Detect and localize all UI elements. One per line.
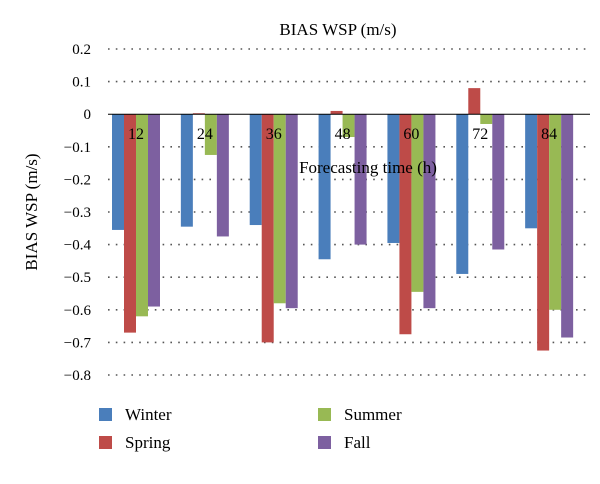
x-tick-labels: 12 24 36 48 60 72 84 (128, 126, 557, 143)
y-tick-label: −0.6 (64, 303, 92, 319)
y-tick-label: −0.3 (64, 205, 91, 221)
y-tick-label: 0.2 (72, 42, 91, 58)
x-tick-label: 60 (403, 126, 419, 143)
bar-winter-72 (456, 114, 469, 274)
bar-fall-36 (285, 114, 298, 309)
bar-fall-48 (354, 114, 367, 245)
bar-spring-12 (124, 114, 136, 333)
summer-legend-swatch (318, 408, 331, 421)
bar-summer-36 (273, 114, 286, 304)
y-tick-label: −0.1 (64, 140, 91, 156)
y-tick-label: −0.8 (64, 368, 91, 384)
y-tick-label: −0.5 (64, 270, 91, 286)
bar-winter-84 (525, 114, 538, 229)
bar-summer-84 (549, 114, 562, 310)
fall-legend-label: Fall (344, 433, 371, 452)
y-tick-label: −0.7 (64, 335, 92, 351)
chart-title: BIAS WSP (m/s) (279, 20, 396, 39)
y-tick-label: −0.4 (64, 238, 92, 254)
x-tick-label: 24 (197, 126, 213, 143)
winter-legend-swatch (99, 408, 112, 421)
bar-spring-60 (399, 114, 412, 335)
bar-fall-24 (216, 114, 229, 237)
x-tick-label: 84 (541, 126, 557, 143)
bar-summer-72 (480, 114, 493, 124)
bar-winter-48 (318, 114, 331, 260)
x-axis-label: Forecasting time (h) (299, 158, 437, 177)
bar-fall-84 (561, 114, 574, 338)
winter-legend-label: Winter (125, 405, 172, 424)
x-tick-label: 36 (266, 126, 282, 143)
bar-winter-36 (249, 114, 262, 226)
bar-winter-60 (387, 114, 400, 243)
legend: Winter Spring Summer Fall (99, 405, 402, 452)
bar-fall-12 (148, 114, 160, 307)
fall-legend-swatch (318, 436, 331, 449)
x-tick-label: 12 (128, 126, 144, 143)
bar-summer-48 (342, 114, 355, 138)
summer-legend-label: Summer (344, 405, 402, 424)
bar-summer-60 (411, 114, 424, 292)
y-axis-label: BIAS WSP (m/s) (22, 153, 41, 270)
bar-fall-72 (492, 114, 505, 250)
x-tick-label: 48 (335, 126, 351, 143)
bar-summer-24 (204, 114, 217, 155)
bar-spring-48 (330, 110, 343, 115)
x-tick-label: 72 (472, 126, 488, 143)
y-tick-label: −0.2 (64, 172, 91, 188)
y-tick-labels: 0.2 0.1 0 −0.1 −0.2 −0.3 −0.4 −0.5 −0.6 −0.7 −0.8 (64, 42, 92, 384)
gridlines (108, 48, 590, 376)
bars-group (112, 88, 574, 351)
bar-spring-36 (261, 114, 274, 343)
y-tick-label: 0.1 (72, 75, 91, 91)
spring-legend-swatch (99, 436, 112, 449)
spring-legend-label: Spring (125, 433, 171, 452)
bar-winter-12 (112, 114, 124, 230)
y-tick-label: 0 (84, 107, 92, 123)
bar-spring-84 (537, 114, 550, 351)
bar-summer-12 (136, 114, 148, 317)
bar-spring-72 (468, 88, 481, 115)
bar-winter-24 (180, 114, 193, 227)
bar-fall-60 (423, 114, 436, 309)
